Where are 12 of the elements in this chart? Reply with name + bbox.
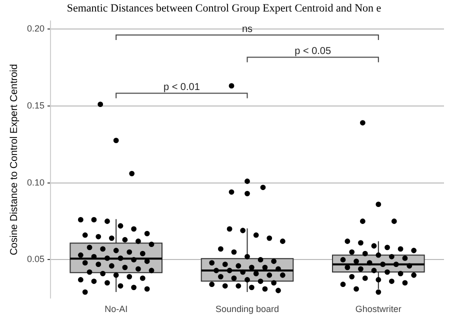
y-tick-label: 0.05 bbox=[26, 254, 45, 264]
x-tick-label: Sounding board bbox=[215, 304, 280, 314]
y-tick-label: 0.20 bbox=[26, 23, 45, 34]
chart-title: Semantic Distances between Control Group Expert Centroid and Non e bbox=[66, 2, 382, 14]
y-axis-title: Cosine Distance to Control Expert Centroid bbox=[8, 64, 20, 256]
x-tick-label: No-AI bbox=[104, 304, 128, 314]
annotation: ns bbox=[242, 24, 253, 35]
x-tick-label: Ghostwriter bbox=[355, 304, 402, 314]
annotation: p < 0.01 bbox=[163, 82, 200, 93]
y-tick-label: 0.10 bbox=[26, 177, 45, 188]
annotation: p < 0.05 bbox=[294, 46, 332, 57]
y-tick-label: 0.15 bbox=[26, 100, 45, 110]
